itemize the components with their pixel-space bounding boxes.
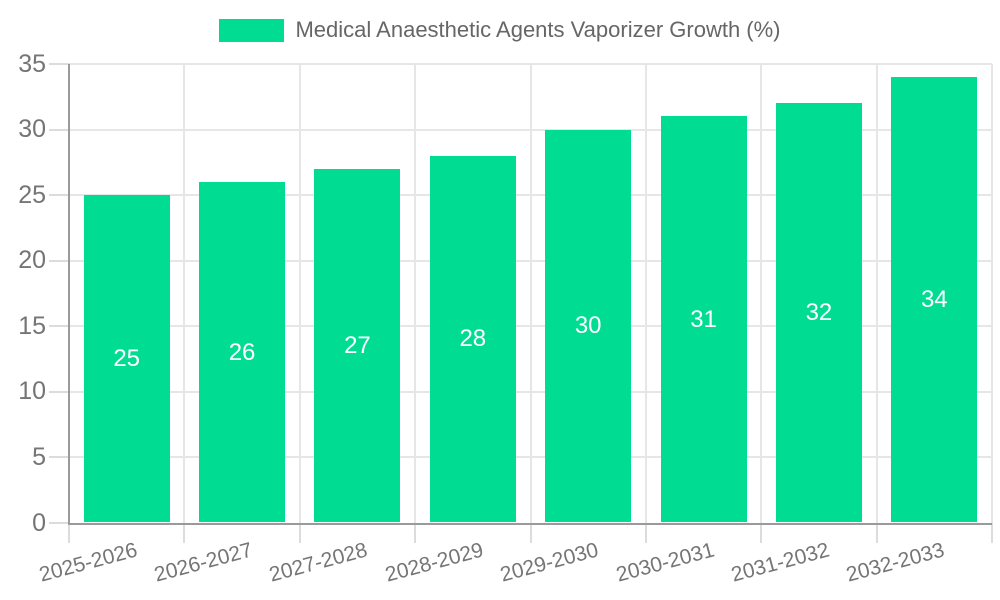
y-axis-tick-label: 5	[32, 442, 46, 471]
x-axis-tick	[68, 523, 70, 543]
gridline-vertical	[875, 64, 878, 523]
bar-2030-2031[interactable]	[660, 116, 747, 522]
legend[interactable]: Medical Anaesthetic Agents Vaporizer Gro…	[0, 17, 1000, 43]
x-axis-tick	[298, 523, 301, 543]
y-axis-tick-label: 15	[18, 311, 46, 340]
x-axis-tick	[760, 523, 763, 543]
x-axis-tick	[183, 523, 186, 543]
bar-2025-2026[interactable]	[83, 195, 170, 522]
y-axis-tick-label: 35	[18, 49, 46, 78]
x-axis-tick	[529, 523, 532, 543]
bar-value-label: 30	[574, 312, 602, 340]
x-axis-tick	[414, 523, 417, 543]
x-axis-tick	[644, 523, 647, 543]
bar-value-label: 27	[344, 331, 371, 359]
y-axis-tick	[49, 194, 69, 197]
y-axis-line	[68, 64, 70, 523]
x-axis-tick	[875, 523, 878, 543]
bar-2026-2027[interactable]	[199, 182, 286, 522]
gridline-vertical	[760, 64, 763, 523]
bar-value-label: 32	[805, 299, 833, 327]
y-axis-tick	[49, 456, 69, 459]
legend-swatch	[219, 18, 285, 42]
bar-2031-2032[interactable]	[775, 103, 862, 522]
x-axis-line	[68, 523, 992, 525]
gridline-vertical	[991, 64, 993, 523]
y-axis-tick-label: 30	[18, 115, 46, 144]
y-axis-tick-label: 25	[18, 180, 46, 209]
y-axis-tick	[49, 259, 69, 262]
y-axis-tick	[49, 63, 69, 65]
bar-2029-2030[interactable]	[545, 129, 632, 522]
gridline-vertical	[414, 64, 417, 523]
y-axis-tick-label: 10	[18, 377, 46, 406]
bar-value-label: 25	[113, 345, 141, 373]
y-axis-tick-label: 20	[18, 246, 46, 275]
bar-value-label: 34	[920, 286, 948, 314]
y-axis-tick	[49, 128, 69, 131]
y-axis-tick-label: 0	[32, 508, 46, 537]
bar-2028-2029[interactable]	[429, 155, 516, 522]
bar-value-label: 31	[690, 305, 717, 333]
bar-value-label: 26	[228, 338, 256, 366]
gridline-vertical	[183, 64, 186, 523]
legend-label: Medical Anaesthetic Agents Vaporizer Gro…	[295, 17, 781, 42]
y-axis-tick	[49, 522, 69, 524]
y-axis-tick	[49, 325, 69, 328]
gridline-vertical	[529, 64, 532, 523]
y-axis-tick	[49, 390, 69, 393]
gridline-vertical	[644, 64, 647, 523]
bar-2032-2033[interactable]	[891, 77, 978, 522]
bar-2027-2028[interactable]	[314, 168, 401, 522]
x-axis-tick	[991, 523, 993, 543]
bar-value-label: 28	[459, 325, 487, 353]
gridline-vertical	[298, 64, 301, 523]
